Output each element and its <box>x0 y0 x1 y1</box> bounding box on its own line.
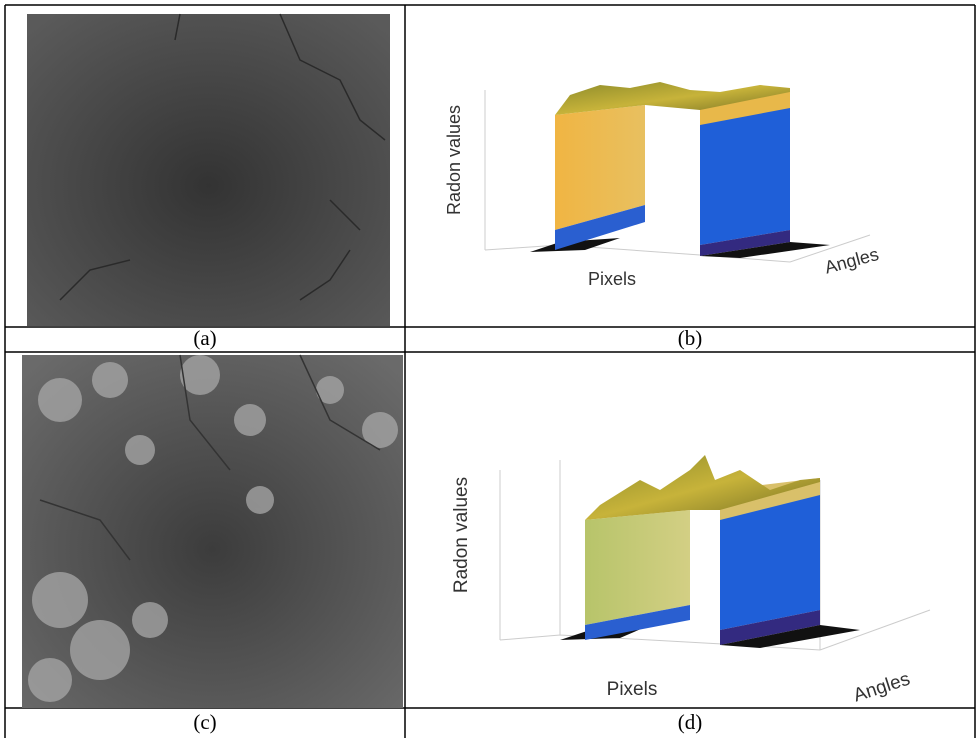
caption: (d) <box>678 710 703 734</box>
fundus-image-c <box>22 354 403 708</box>
x-axis-label: Pixels <box>588 269 636 289</box>
y-axis-label: Angles <box>823 244 881 278</box>
fundus-image-a <box>27 13 390 326</box>
z-axis-label: Radon values <box>451 477 472 593</box>
x-axis-label: Pixels <box>607 679 658 700</box>
caption: (b) <box>678 326 703 350</box>
z-axis-label: Radon values <box>444 105 464 215</box>
caption: (c) <box>193 710 216 734</box>
caption: (a) <box>193 326 216 350</box>
radon-plot-b: Radon values Pixels Angles <box>444 82 881 289</box>
radon-plot-d: Radon values Pixels Angles <box>451 455 931 707</box>
y-axis-label: Angles <box>851 669 913 707</box>
